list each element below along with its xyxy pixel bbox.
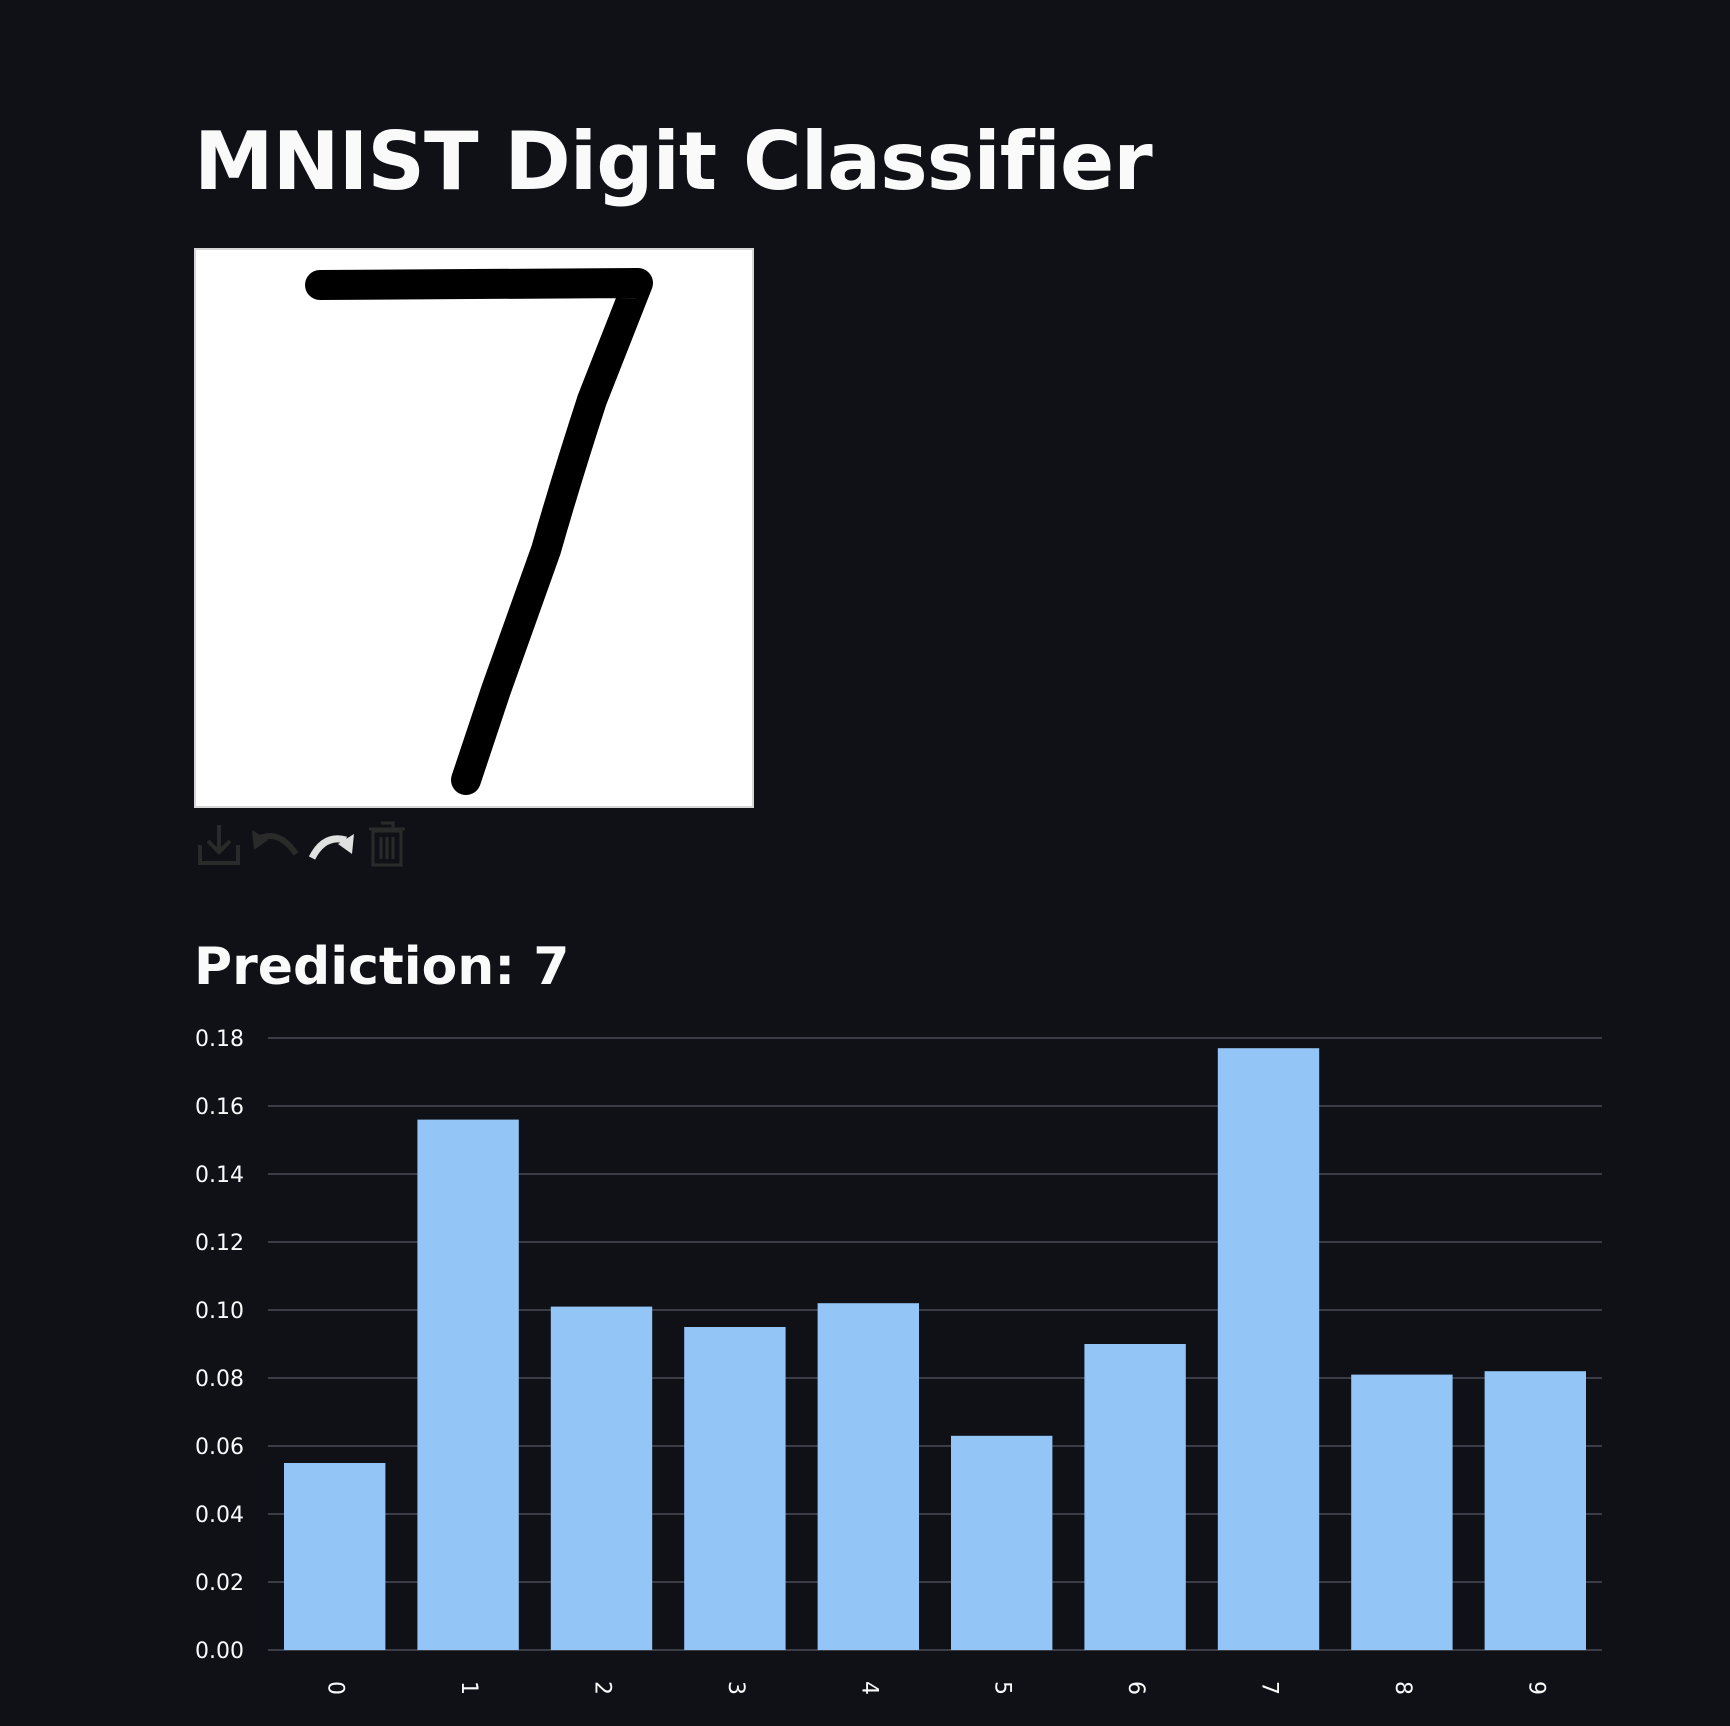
bar-6[interactable] — [1084, 1344, 1186, 1650]
drawn-digit-stroke — [305, 268, 653, 795]
prediction-heading: Prediction: 7 — [194, 935, 569, 999]
bar-0[interactable] — [284, 1463, 386, 1650]
undo-button[interactable] — [250, 819, 300, 869]
x-tick-label: 1 — [456, 1681, 481, 1695]
x-tick-label: 4 — [856, 1681, 881, 1695]
x-tick-label: 7 — [1257, 1681, 1282, 1695]
prediction-label: Prediction: — [194, 937, 516, 997]
download-icon — [198, 825, 240, 865]
y-tick-label: 0.00 — [195, 1639, 244, 1664]
x-tick-label: 9 — [1523, 1681, 1548, 1695]
clear-button[interactable] — [362, 819, 412, 869]
drawing-canvas[interactable] — [194, 248, 754, 808]
x-tick-label: 0 — [323, 1681, 348, 1695]
page-title: MNIST Digit Classifier — [194, 115, 1153, 208]
bar-5[interactable] — [951, 1435, 1053, 1650]
bar-7[interactable] — [1217, 1048, 1320, 1650]
y-tick-label: 0.06 — [195, 1435, 244, 1460]
y-tick-label: 0.02 — [195, 1571, 244, 1596]
bar-2[interactable] — [550, 1306, 653, 1650]
bar-1[interactable] — [417, 1119, 519, 1650]
y-tick-label: 0.16 — [195, 1095, 244, 1120]
y-tick-label: 0.10 — [195, 1299, 244, 1324]
x-tick-label: 5 — [990, 1681, 1015, 1695]
x-tick-label: 2 — [590, 1681, 615, 1695]
y-tick-label: 0.14 — [195, 1163, 244, 1188]
bar-3[interactable] — [684, 1327, 786, 1650]
trash-icon — [369, 821, 405, 867]
bar-9[interactable] — [1484, 1371, 1586, 1650]
download-button[interactable] — [194, 819, 244, 869]
redo-button[interactable] — [306, 819, 356, 869]
bar-8[interactable] — [1351, 1374, 1453, 1650]
canvas-toolbar — [194, 818, 412, 870]
x-tick-label: 8 — [1390, 1681, 1415, 1695]
undo-icon — [252, 830, 299, 856]
x-tick-label: 3 — [723, 1681, 748, 1695]
y-tick-label: 0.18 — [195, 1027, 244, 1052]
y-tick-label: 0.12 — [195, 1231, 244, 1256]
redo-icon — [308, 834, 354, 860]
prediction-value: 7 — [533, 937, 570, 997]
y-tick-label: 0.04 — [195, 1503, 244, 1528]
x-tick-label: 6 — [1123, 1681, 1148, 1695]
y-tick-label: 0.08 — [195, 1367, 244, 1392]
bar-4[interactable] — [817, 1303, 919, 1650]
